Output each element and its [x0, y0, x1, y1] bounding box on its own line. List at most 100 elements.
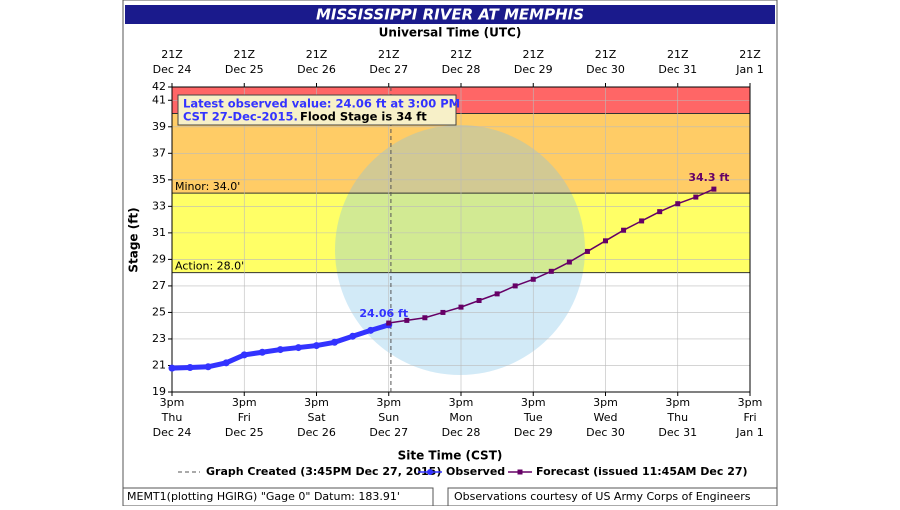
y-tick-label: 29	[152, 252, 166, 265]
data-point	[240, 351, 248, 359]
x2-tick-label: 21Z	[450, 48, 472, 61]
plot-border	[171, 86, 751, 393]
x-tick-date: Dec 30	[586, 426, 625, 439]
x2-tick-label: 21Z	[306, 48, 328, 61]
x-tick-label: 3pm	[738, 396, 763, 409]
x-tick-day: Fri	[238, 411, 251, 424]
data-point	[204, 363, 212, 371]
y-axis-title: Stage (ft)	[127, 207, 141, 272]
x2-tick-label: 21Z	[378, 48, 400, 61]
data-point	[621, 227, 627, 233]
end-label: 24.06 ft	[359, 307, 408, 320]
x-tick-day: Tue	[523, 411, 543, 424]
data-point	[222, 359, 230, 367]
legend-marker	[517, 469, 523, 475]
x2-tick-label: 21Z	[667, 48, 689, 61]
info-line: Flood Stage is 34 ft	[300, 110, 427, 124]
data-point	[386, 320, 392, 326]
x-tick-label: 3pm	[160, 396, 185, 409]
y-tick-label: 35	[152, 173, 166, 186]
data-point	[458, 304, 464, 310]
x-axis-title: Site Time (CST)	[398, 449, 503, 463]
chart-title: MISSISSIPPI RIVER AT MEMPHIS	[316, 6, 584, 24]
y-tick-label: 25	[152, 305, 166, 318]
data-point	[422, 315, 428, 321]
data-point	[603, 238, 608, 244]
watermark	[335, 125, 585, 375]
x2-tick-date: Dec 30	[586, 63, 625, 76]
data-point	[657, 209, 663, 215]
x-tick-date: Jan 1	[735, 426, 763, 439]
x-tick-label: 3pm	[665, 396, 690, 409]
x2-tick-date: Dec 26	[297, 63, 336, 76]
info-line: Latest observed value: 24.06 ft at 3:00 …	[183, 97, 460, 111]
x-tick-label: 3pm	[449, 396, 474, 409]
data-point	[258, 348, 266, 356]
x2-tick-date: Dec 28	[442, 63, 481, 76]
x2-tick-date: Dec 25	[225, 63, 264, 76]
y-tick-label: 23	[152, 332, 166, 345]
legend-label: Graph Created (3:45PM Dec 27, 2015)	[206, 465, 441, 478]
x2-tick-date: Dec 31	[658, 63, 697, 76]
flood-label: Action: 28.0'	[175, 260, 244, 273]
title-bar	[125, 5, 775, 24]
x2-tick-label: 21Z	[739, 48, 761, 61]
data-point	[711, 186, 717, 192]
x-tick-day: Wed	[594, 411, 618, 424]
data-point	[675, 201, 681, 207]
x-tick-date: Dec 28	[442, 426, 481, 439]
data-point	[349, 332, 357, 340]
x2-tick-label: 21Z	[595, 48, 617, 61]
x2-tick-label: 21Z	[161, 48, 183, 61]
x-tick-day: Sun	[378, 411, 399, 424]
data-point	[313, 342, 320, 350]
x-tick-label: 3pm	[521, 396, 546, 409]
legend-label: Forecast (issued 11:45AM Dec 27)	[536, 465, 748, 478]
data-point	[584, 248, 590, 254]
data-point	[440, 309, 446, 315]
data-point	[367, 326, 375, 334]
data-point	[494, 291, 500, 297]
x-tick-label: 3pm	[304, 396, 329, 409]
data-point	[168, 364, 176, 372]
flood-label: Minor: 34.0'	[175, 180, 240, 193]
x2-tick-date: Dec 27	[369, 63, 408, 76]
y-tick-label: 33	[152, 199, 166, 212]
legend-label: Observed	[446, 465, 505, 478]
x-tick-label: 3pm	[593, 396, 618, 409]
x-tick-date: Dec 27	[369, 426, 408, 439]
y-tick-label: 42	[152, 80, 166, 93]
data-point	[331, 338, 339, 346]
footer-left: MEMT1(plotting HGIRG) "Gage 0" Datum: 18…	[127, 490, 400, 503]
legend-marker	[427, 469, 433, 475]
info-line: CST 27-Dec-2015.	[183, 110, 298, 124]
end-label: 34.3 ft	[688, 171, 729, 184]
x2-tick-date: Dec 29	[514, 63, 553, 76]
x-tick-label: 3pm	[232, 396, 257, 409]
data-point	[512, 283, 518, 289]
data-point	[530, 276, 536, 282]
data-point	[294, 344, 302, 352]
data-point	[404, 317, 410, 323]
data-point	[186, 363, 194, 371]
x-tick-date: Dec 29	[514, 426, 553, 439]
x-tick-date: Dec 24	[153, 426, 192, 439]
y-tick-label: 39	[152, 120, 166, 133]
x2-tick-label: 21Z	[522, 48, 544, 61]
info-box	[177, 94, 457, 126]
y-tick-label: 27	[152, 279, 166, 292]
x2-tick-date: Dec 24	[153, 63, 192, 76]
data-point	[276, 346, 284, 354]
x-tick-day: Mon	[449, 411, 472, 424]
data-point	[548, 268, 554, 274]
top-axis-title: Universal Time (UTC)	[379, 26, 522, 40]
x-tick-date: Dec 25	[225, 426, 264, 439]
x-tick-day: Sat	[307, 411, 326, 424]
y-tick-label: 31	[152, 226, 166, 239]
x-tick-date: Dec 26	[297, 426, 336, 439]
x-tick-day: Fri	[743, 411, 756, 424]
y-tick-label: 41	[152, 93, 166, 106]
data-point	[476, 298, 482, 303]
